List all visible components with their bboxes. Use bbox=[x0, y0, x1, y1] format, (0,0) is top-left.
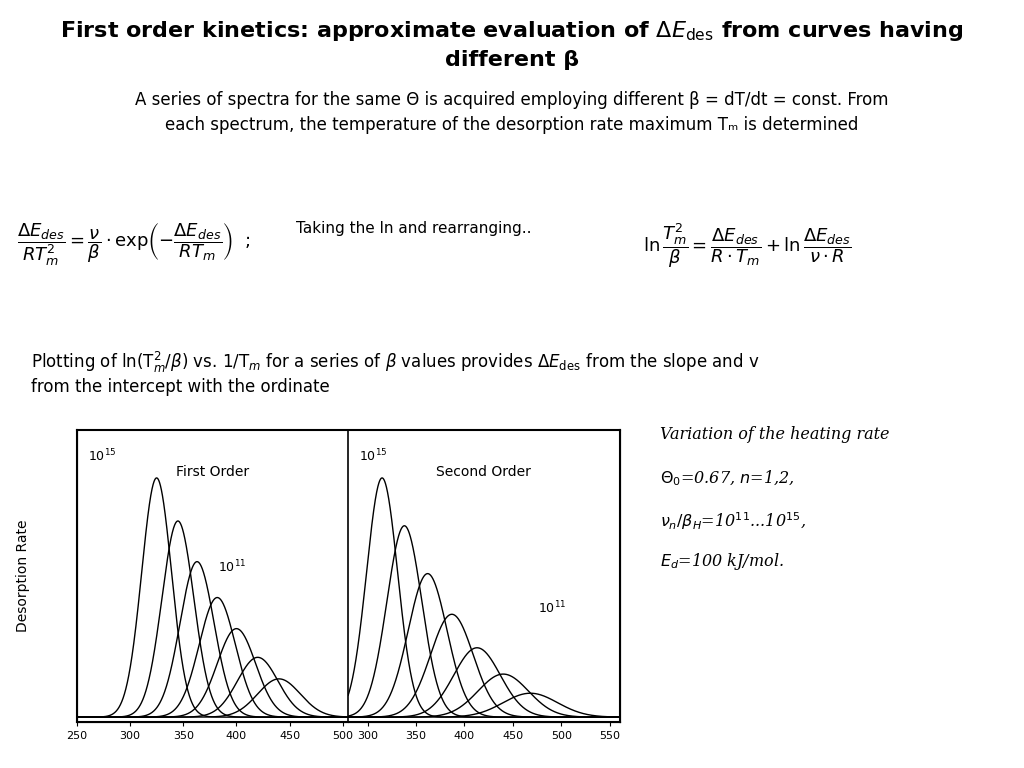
Text: $E_d$=100 kJ/mol.: $E_d$=100 kJ/mol. bbox=[660, 551, 784, 571]
Text: A series of spectra for the same Θ is acquired employing different β = dT/dt = c: A series of spectra for the same Θ is ac… bbox=[135, 91, 889, 134]
Text: $10^{11}$: $10^{11}$ bbox=[539, 599, 566, 616]
Text: Variation of the heating rate: Variation of the heating rate bbox=[660, 426, 890, 443]
Text: $10^{15}$: $10^{15}$ bbox=[359, 448, 387, 464]
Text: $\dfrac{\Delta E_{des}}{RT^2_m} = \dfrac{\nu}{\beta} \cdot \exp\!\left(-\dfrac{\: $\dfrac{\Delta E_{des}}{RT^2_m} = \dfrac… bbox=[16, 221, 251, 268]
Text: First Order: First Order bbox=[176, 465, 249, 479]
Text: $\ln\dfrac{T^2_m}{\beta} = \dfrac{\Delta E_{des}}{R \cdot T_m} + \ln\dfrac{\Delt: $\ln\dfrac{T^2_m}{\beta} = \dfrac{\Delta… bbox=[643, 221, 851, 270]
Text: First order kinetics: approximate evaluation of $\Delta E_{\mathrm{des}}$ from c: First order kinetics: approximate evalua… bbox=[60, 19, 964, 70]
Text: Desorption Rate: Desorption Rate bbox=[15, 520, 30, 632]
Text: Taking the ln and rearranging..: Taking the ln and rearranging.. bbox=[296, 221, 531, 237]
Text: $10^{15}$: $10^{15}$ bbox=[88, 448, 116, 464]
Text: $\nu_n/\beta_H$=10$^{11}$...10$^{15}$,: $\nu_n/\beta_H$=10$^{11}$...10$^{15}$, bbox=[660, 511, 807, 532]
Text: Plotting of ln(T$^2_m$/$\beta$) vs. 1/T$_m$ for a series of $\beta$ values provi: Plotting of ln(T$^2_m$/$\beta$) vs. 1/T$… bbox=[31, 349, 760, 375]
Text: $10^{11}$: $10^{11}$ bbox=[218, 558, 246, 575]
Text: Second Order: Second Order bbox=[436, 465, 531, 479]
Text: $\Theta_0$=0.67, $n$=1,2,: $\Theta_0$=0.67, $n$=1,2, bbox=[660, 468, 795, 488]
Text: from the intercept with the ordinate: from the intercept with the ordinate bbox=[31, 378, 330, 396]
